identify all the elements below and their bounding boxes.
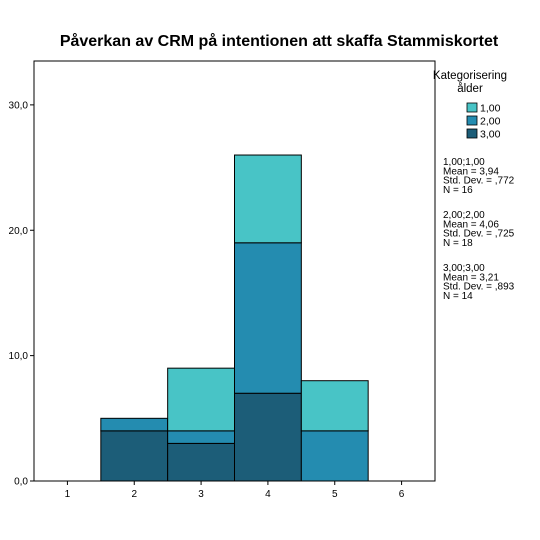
bar-segment	[234, 154, 302, 244]
stats-n: N = 16	[443, 185, 473, 196]
plot-area: 0,0 10,0 20,0 30,0 1 2 3 4 5 6	[9, 60, 436, 500]
x-tick-label: 1	[65, 489, 71, 500]
legend-swatch	[466, 128, 478, 139]
y-tick-label: 20,0	[9, 226, 29, 237]
stats-group: 3,00;3,00	[443, 263, 485, 274]
bar-segment	[167, 442, 236, 482]
chart-title: Påverkan av CRM på intentionen att skaff…	[60, 32, 499, 50]
y-tick-label: 0,0	[14, 477, 28, 488]
stats-n: N = 14	[443, 291, 473, 302]
x-tick-label: 5	[332, 489, 338, 500]
y-tick-label: 10,0	[9, 351, 29, 362]
bar-segment	[167, 430, 236, 444]
stats-mean: Mean = 3,21	[443, 272, 499, 283]
x-tick-label: 3	[198, 489, 204, 500]
bar-segment	[300, 380, 369, 432]
stats-mean: Mean = 4,06	[443, 219, 499, 230]
legend-swatch	[466, 102, 478, 113]
bar-segment	[167, 367, 236, 432]
y-tick-label: 30,0	[9, 100, 29, 111]
stats-sd: Std. Dev. = ,893	[443, 282, 515, 293]
bar-segment	[300, 430, 369, 482]
stats-sd: Std. Dev. = ,772	[443, 176, 515, 187]
stats-group: 2,00;2,00	[443, 210, 485, 221]
bar-segment	[234, 242, 302, 394]
x-tick-label: 6	[399, 489, 405, 500]
bar-segment	[100, 417, 169, 432]
stats-group: 1,00;1,00	[443, 157, 485, 168]
x-tick-label: 2	[131, 489, 137, 500]
bar-segment	[234, 392, 302, 482]
stats-mean: Mean = 3,94	[443, 166, 499, 177]
legend-label: 2,00	[480, 116, 501, 128]
stats-sd: Std. Dev. = ,725	[443, 229, 515, 240]
legend-swatch	[466, 115, 478, 126]
x-tick-label: 4	[265, 489, 271, 500]
stats-n: N = 18	[443, 238, 473, 249]
legend-label: 1,00	[480, 103, 501, 115]
legend-title: Kategorisering	[433, 70, 507, 82]
legend-title-line2: ålder	[457, 83, 483, 95]
bar-segment	[100, 430, 169, 482]
legend-label: 3,00	[480, 129, 501, 141]
